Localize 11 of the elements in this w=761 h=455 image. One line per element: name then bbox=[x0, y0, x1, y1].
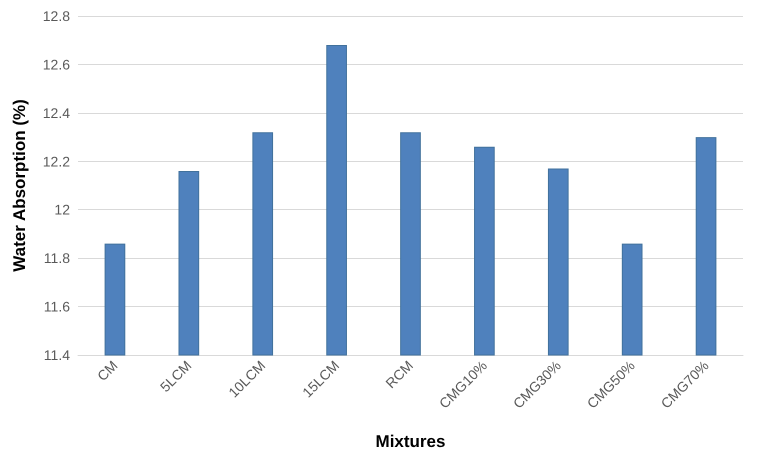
x-axis-title: Mixtures bbox=[376, 432, 446, 451]
y-tick-label: 12.6 bbox=[42, 56, 70, 72]
y-tick-label: 12.2 bbox=[42, 153, 70, 170]
y-tick-label: 12 bbox=[54, 202, 70, 218]
y-tick-label: 11.8 bbox=[44, 250, 70, 266]
y-tick-label: 11.4 bbox=[44, 347, 70, 363]
y-tick-label: 12.8 bbox=[42, 8, 70, 24]
y-tick-label: 11.6 bbox=[44, 298, 70, 315]
y-axis-title: Water Absorption (%) bbox=[10, 99, 29, 272]
y-tick-label: 12.4 bbox=[42, 104, 70, 121]
x-tick-label: CM bbox=[94, 357, 121, 384]
